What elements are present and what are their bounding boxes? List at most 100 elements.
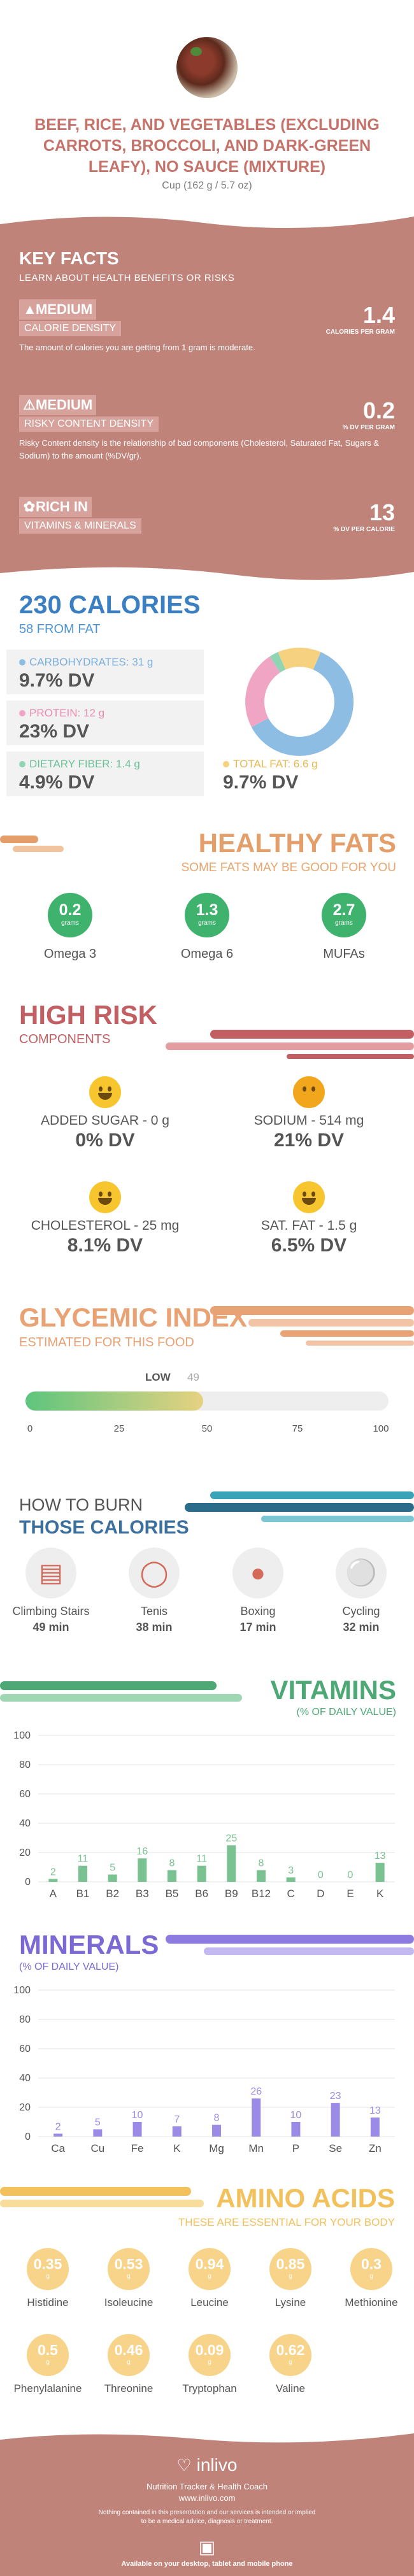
gi-bar [25,1391,389,1411]
fats-stripe-decor [0,836,64,852]
key-facts-section: KEY FACTS LEARN ABOUT HEALTH BENEFITS OR… [0,210,414,586]
activity-cycling: ⚪ Cycling 32 min [317,1548,406,1634]
amino-item: 0.62 g Valine [255,2334,325,2395]
activity-label: Boxing [240,1605,276,1618]
amino-item: 0.46 g Threonine [94,2334,164,2395]
x-tick-label: K [376,1888,384,1900]
x-tick-label: Fe [131,2142,144,2154]
amino-label: Lysine [275,2296,306,2309]
amino-item: 0.5 g Phenylalanine [13,2334,83,2395]
amino-unit: g [289,2359,292,2366]
amino-label: Valine [276,2382,305,2395]
sodium-dv: 21% DV [273,1130,345,1151]
sat-fat-dv: 6.5% DV [271,1235,347,1256]
minerals-subtitle: (% OF DAILY VALUE) [19,1961,119,1972]
bar-B5 [168,1870,176,1882]
activity-climbing: ▤ Climbing Stairs 49 min [6,1548,96,1634]
amino-value: 0.94 [195,2256,224,2272]
bar-K [375,1863,385,1882]
y-tick-label: 80 [19,1760,31,1770]
x-tick-label: Ca [51,2142,65,2154]
amino-circle: 0.94 g [189,2248,231,2290]
smiley-icon [89,1076,121,1108]
food-title: BEEF, RICE, AND VEGETABLES (EXCLUDING CA… [34,116,380,176]
x-tick-label: K [173,2142,181,2154]
key-facts-title: KEY FACTS [19,248,119,268]
flame-icon: ▲ [23,301,37,317]
vitamins-stripe-decor [0,1681,242,1702]
activity-minutes: 38 min [136,1621,173,1633]
x-tick-label: A [50,1888,57,1900]
sat-fat-item: SAT. FAT - 1.5 g 6.5% DV [217,1181,401,1256]
cholesterol-dv: 8.1% DV [67,1235,143,1256]
amino-circle: 0.35 g [27,2248,69,2290]
carbs-label: CARBOHYDRATES: 31 g [29,656,153,668]
fat-macro: TOTAL FAT: 6.6 g 9.7% DV [210,751,408,796]
y-tick-label: 0 [25,1877,31,1888]
gi-value: 49 [187,1371,199,1383]
y-tick-label: 80 [19,2014,31,2025]
added-sugar-item: ADDED SUGAR - 0 g 0% DV [13,1076,197,1151]
key-facts-subtitle: LEARN ABOUT HEALTH BENEFITS OR RISKS [19,273,235,283]
omega3-circle: 0.2 grams [48,893,92,937]
added-sugar-dv: 0% DV [75,1130,135,1151]
rich-in-level: RICH IN [36,499,88,515]
omega3-unit: grams [61,920,79,927]
gi-tick: 100 [373,1423,389,1434]
bar-value-label: 10 [290,2110,302,2121]
bar-Mn [252,2098,261,2137]
mufa-value: 2.7 [332,901,355,919]
donut-slice-fiber [269,651,286,673]
risky-density-fact: ⚠MEDIUM RISKY CONTENT DENSITY 0.2 % DV P… [19,395,395,462]
amino-circle: 0.5 g [27,2334,69,2376]
calories-section: 230 CALORIES 58 FROM FAT CARBOHYDRATES: … [0,586,414,822]
vitamins-title: VITAMINS [270,1675,396,1705]
cycling-icon: ⚪ [336,1548,387,1598]
fat-dv: 9.7% DV [223,772,299,793]
risky-density-desc: Risky Content density is the relationshi… [19,438,380,460]
gi-subtitle: ESTIMATED FOR THIS FOOD [19,1335,194,1349]
amino-unit: g [46,2359,50,2366]
y-tick-label: 20 [19,1847,31,1858]
glycemic-index-section: GLYCEMIC INDEX ESTIMATED FOR THIS FOOD L… [0,1296,414,1484]
bar-value-label: 11 [78,1854,89,1865]
carbs-dot-icon [19,659,25,665]
x-tick-label: Cu [90,2142,104,2154]
bar-Cu [93,2129,103,2137]
gi-bar-fill [25,1391,204,1411]
amino-item: 0.09 g Tryptophan [175,2334,245,2395]
bar-value-label: 25 [225,1833,237,1844]
bar-Se [331,2103,340,2137]
vitamins-subtitle: (% OF DAILY VALUE) [296,1707,396,1718]
bar-value-label: 16 [136,1846,148,1857]
x-tick-label: B2 [106,1888,119,1900]
bar-value-label: 3 [288,1865,294,1876]
brand-logo[interactable]: ♡ inlivo [0,2455,414,2475]
bar-value-label: 26 [250,2086,262,2097]
y-tick-label: 40 [19,2073,31,2084]
x-tick-label: C [287,1888,295,1900]
cholesterol-label: CHOLESTEROL - 25 mg [31,1218,180,1233]
x-tick-label: Zn [369,2142,382,2154]
bar-value-label: 5 [110,1863,115,1874]
x-tick-label: Se [329,2142,342,2154]
calorie-density-unit: CALORIES PER GRAM [325,329,395,336]
bar-value-label: 0 [348,1870,353,1881]
vitamins-section: VITAMINS (% OF DAILY VALUE) 0 20 40 60 80 100… [0,1669,414,1923]
rich-in-value: 13 [369,499,395,525]
amino-value: 0.09 [195,2342,224,2358]
high-risk-section: HIGH RISK COMPONENTS ADDED SUGAR - 0 g 0… [0,990,414,1296]
bar-value-label: 11 [196,1854,207,1865]
activity-boxing: ● Boxing 17 min [213,1548,303,1634]
gi-tick: 0 [27,1423,33,1434]
minerals-title: MINERALS [19,1930,159,1960]
footer: ♡ inlivo Nutrition Tracker & Health Coac… [0,2430,414,2576]
bar-value-label: 5 [95,2117,101,2128]
mufa-label: MUFAs [323,947,365,961]
brand-tagline: Nutrition Tracker & Health Coach [146,2482,268,2491]
website-link[interactable]: www.inlivo.com [178,2493,236,2503]
amino-value: 0.85 [276,2256,305,2272]
fiber-dv: 4.9% DV [19,772,95,793]
fiber-macro: DIETARY FIBER: 1.4 g 4.9% DV [6,751,204,796]
bar-A [48,1879,58,1882]
